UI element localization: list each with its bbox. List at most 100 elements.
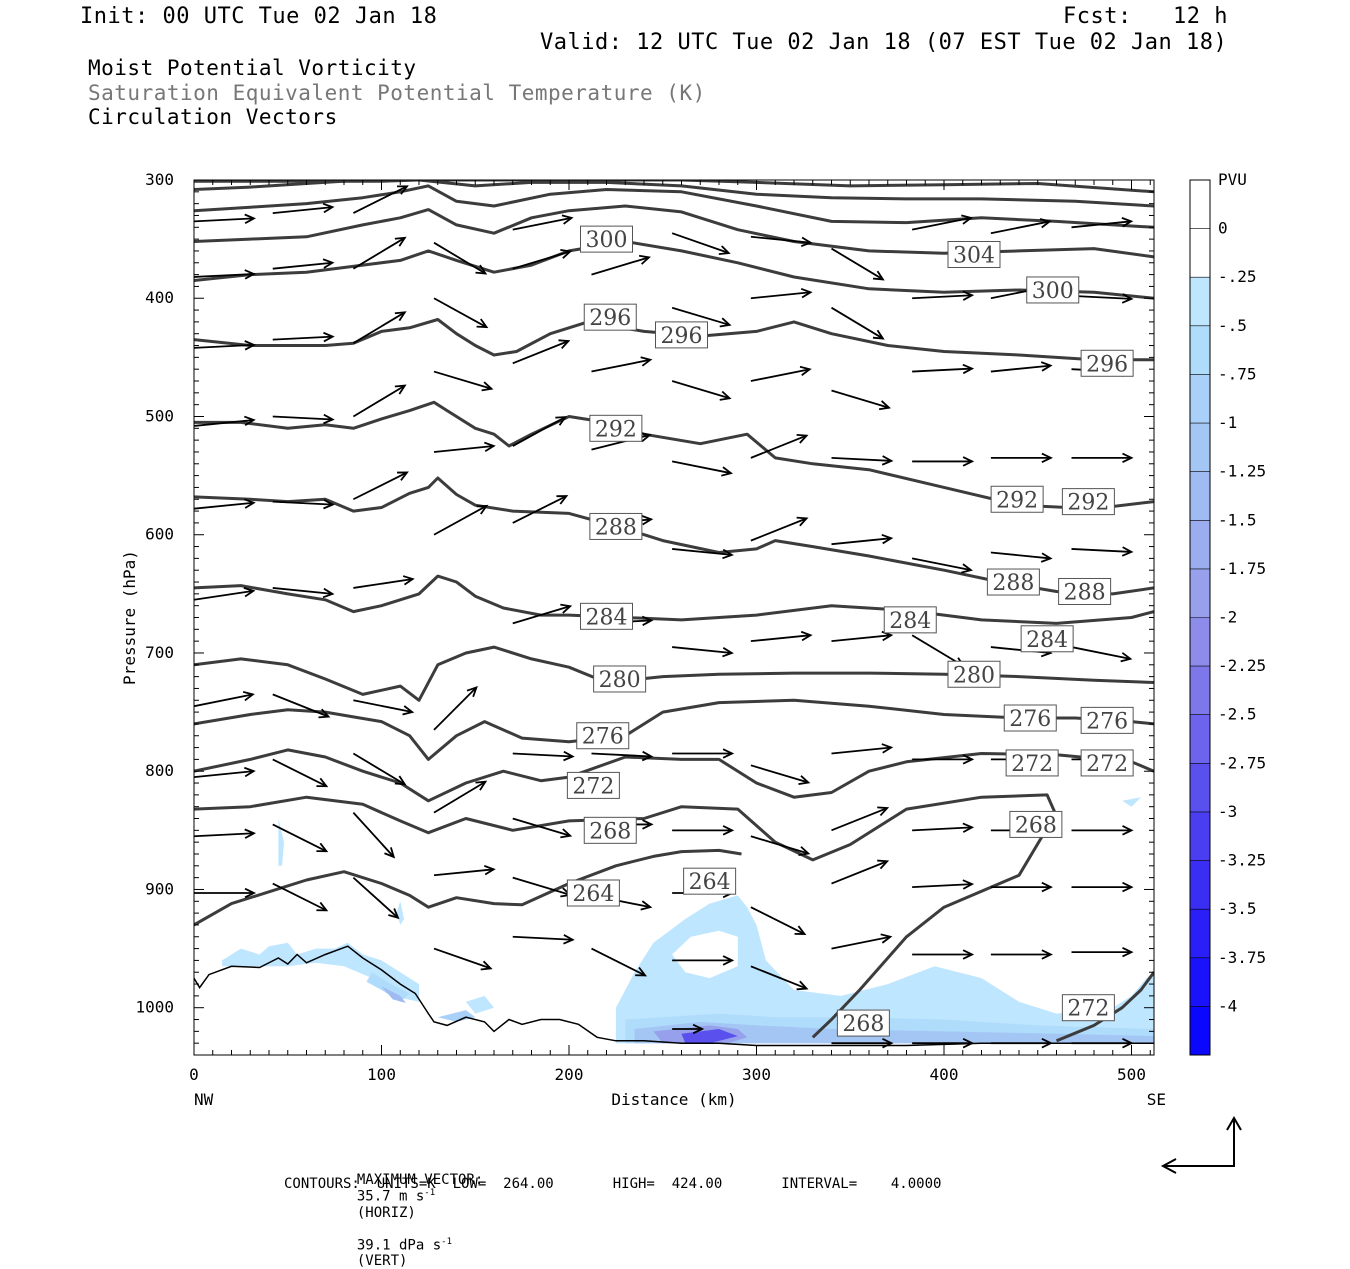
- y-tick-label-400: 400: [145, 288, 174, 307]
- init-time: Init: 00 UTC Tue 02 Jan 18: [80, 4, 438, 29]
- vector-40: [671, 460, 733, 477]
- y-tick-label-700: 700: [145, 643, 174, 662]
- vector-26: [512, 339, 571, 365]
- vector-62: [512, 603, 573, 625]
- vector-102: [831, 859, 890, 885]
- svg-text:292: 292: [996, 488, 1038, 513]
- horiz-tag: (HORIZ): [356, 1204, 416, 1221]
- vector-109: [433, 947, 493, 971]
- vector-47: [272, 499, 335, 510]
- svg-text:284: 284: [889, 609, 931, 634]
- vector-15: [591, 254, 651, 276]
- vector-83: [272, 758, 329, 788]
- vector-84: [352, 752, 407, 786]
- vector-69: [1071, 646, 1133, 663]
- svg-text:300: 300: [586, 228, 628, 253]
- vector-71: [272, 693, 331, 719]
- pv-region-8: [278, 818, 284, 866]
- vector-82: [194, 766, 256, 779]
- vector-6: [831, 247, 885, 281]
- svg-text:292: 292: [595, 417, 637, 442]
- vector-66: [831, 630, 894, 643]
- vector-16: [671, 306, 732, 328]
- pv-region-9: [465, 995, 494, 1014]
- y-tick-label-300: 300: [145, 170, 174, 189]
- contour-label-21: 272: [1005, 749, 1059, 777]
- svg-text:276: 276: [582, 725, 624, 750]
- svg-text:268: 268: [589, 819, 631, 844]
- vector-48: [352, 471, 409, 501]
- max-vector-line: MAXIMUM VECTOR: 35.7 m s-1 (HORIZ) 39.1 …: [340, 1156, 483, 1269]
- vector-74: [512, 750, 575, 762]
- contour-label-8: 292: [1061, 488, 1115, 516]
- vector-64: [672, 646, 734, 658]
- vector-5: [750, 235, 813, 248]
- contour-276-4: [194, 698, 1154, 761]
- vector-111: [591, 947, 648, 977]
- colorbar-label-3: -.75: [1218, 364, 1257, 383]
- contour-label-11: 288: [1058, 577, 1112, 605]
- vector-89: [750, 835, 811, 856]
- vector-107: [272, 882, 329, 912]
- colorbar-label-15: -3.75: [1218, 948, 1266, 967]
- vector-112: [672, 955, 735, 966]
- y-tick-label-800: 800: [145, 761, 174, 780]
- vector-105: [1071, 881, 1134, 893]
- contour-272-15: [1055, 971, 1154, 1043]
- y-tick-label-900: 900: [145, 879, 174, 898]
- vector-34: [194, 415, 256, 427]
- vector-9: [1071, 217, 1134, 229]
- vector-29: [750, 365, 812, 382]
- svg-text:280: 280: [953, 663, 995, 688]
- plot-area: 300 304 300 296 296 296 292 292 292 288 288 288 284 2…: [194, 180, 1154, 1049]
- vector-75: [591, 750, 654, 762]
- contour-268-2: [811, 817, 1055, 1039]
- valid-time: Valid: 12 UTC Tue 02 Jan 18 (07 EST Tue …: [540, 30, 1228, 55]
- svg-text:288: 288: [1064, 580, 1106, 605]
- vector-60: [353, 575, 415, 589]
- vector-19: [912, 290, 975, 301]
- vector-115: [912, 949, 975, 960]
- vector-108: [352, 876, 400, 920]
- vector-37: [433, 370, 494, 392]
- reference-vector: [1160, 1116, 1242, 1174]
- x-axis-title: Distance (km): [611, 1090, 736, 1109]
- vector-88: [672, 825, 735, 836]
- pv-region-1: [366, 972, 410, 1002]
- vector-119: [831, 1038, 894, 1049]
- vector-27: [591, 356, 653, 373]
- contour-label-26: 264: [566, 879, 620, 907]
- colorbar-label-11: -2.75: [1218, 753, 1266, 772]
- vector-53: [750, 516, 809, 542]
- vector-23: [272, 331, 335, 343]
- vector-94: [194, 828, 256, 839]
- vector-0: [194, 213, 256, 224]
- vector-54: [831, 533, 894, 546]
- contour-label-6: 292: [589, 414, 643, 442]
- svg-text:288: 288: [595, 515, 637, 540]
- colorbar-label-8: -2: [1218, 608, 1237, 627]
- y-axis-title: Pressure (hPa): [120, 550, 139, 685]
- colorbar-box-11: [1190, 714, 1210, 764]
- vector-78: [831, 743, 894, 755]
- contour-label-20: 272: [566, 771, 620, 799]
- vector-120: [912, 1038, 975, 1049]
- contour-280-5: [194, 645, 1154, 702]
- vector-93: [1071, 825, 1134, 836]
- svg-text:272: 272: [572, 774, 614, 799]
- contour-316-14: [194, 180, 1154, 194]
- colorbar-box-3: [1190, 325, 1210, 375]
- contour-288-7: [194, 476, 1154, 596]
- svg-text:264: 264: [572, 882, 614, 907]
- colorbar-box-17: [1190, 1006, 1210, 1055]
- vector-35: [272, 413, 335, 425]
- colorbar-box-2: [1190, 277, 1210, 326]
- colorbar-box-4: [1190, 374, 1210, 424]
- terrain-line: [194, 945, 1154, 1047]
- contour-label-18: 276: [1003, 704, 1057, 732]
- pv-region-12: [1122, 797, 1141, 807]
- x-tick-label-300: 300: [742, 1065, 771, 1084]
- vector-14: [512, 248, 573, 270]
- vector-44: [990, 452, 1053, 464]
- x-tick-label-400: 400: [930, 1065, 959, 1084]
